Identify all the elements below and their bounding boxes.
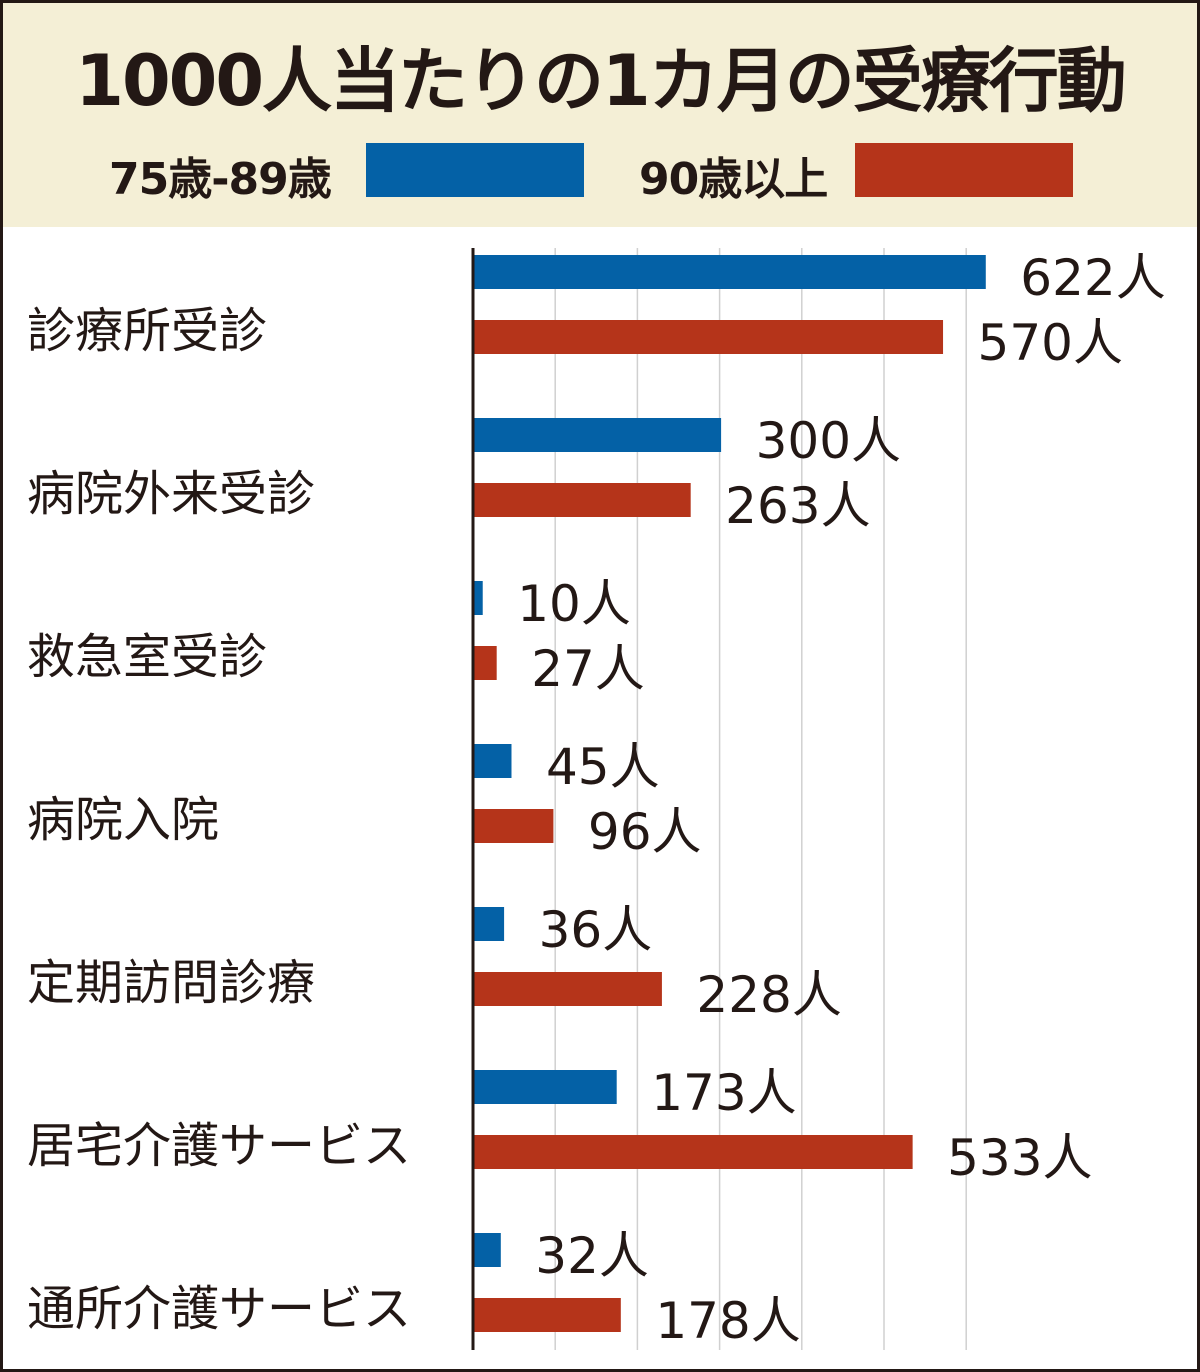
- data-label: 622人: [1020, 249, 1165, 307]
- data-label: 27人: [531, 640, 645, 698]
- category-label: 定期訪問診療: [27, 955, 316, 1011]
- bar: [474, 320, 944, 354]
- bar: [474, 483, 691, 517]
- bar: [474, 809, 554, 843]
- data-label: 178人: [655, 1292, 800, 1350]
- bar: [474, 1298, 621, 1332]
- data-label: 570人: [978, 314, 1123, 372]
- legend-label-75-89: 75歳-89歳: [109, 154, 332, 205]
- data-label: 10人: [517, 575, 631, 633]
- bar: [474, 1233, 501, 1267]
- data-label: 173人: [651, 1064, 796, 1122]
- category-label: 居宅介護サービス: [27, 1118, 412, 1174]
- chart-title: 1000人当たりの1カ月の受療行動: [75, 40, 1127, 122]
- category-label: 診療所受診: [27, 303, 268, 359]
- bar: [474, 972, 662, 1006]
- legend-swatch-90plus: [855, 143, 1073, 197]
- chart-header: 1000人当たりの1カ月の受療行動 75歳-89歳 90歳以上: [3, 3, 1197, 227]
- category-label: 通所介護サービス: [27, 1281, 412, 1337]
- bar: [474, 581, 483, 615]
- data-label: 533人: [947, 1129, 1092, 1187]
- bar: [474, 744, 512, 778]
- data-label: 228人: [696, 966, 841, 1024]
- legend-swatch-75-89: [366, 143, 584, 197]
- data-label: 263人: [725, 477, 870, 535]
- category-label: 病院入院: [27, 792, 220, 848]
- category-label: 救急室受診: [27, 629, 268, 685]
- data-label: 45人: [546, 738, 660, 796]
- bar: [474, 255, 986, 289]
- data-label: 36人: [539, 901, 653, 959]
- data-label: 300人: [756, 412, 901, 470]
- bar: [474, 1135, 913, 1169]
- bar: [474, 418, 722, 452]
- category-label: 病院外来受診: [27, 466, 316, 522]
- bar-plot: 622人 570人 300人 263人 10人 27人 45人 96人 36人 228人 173人 5…: [471, 248, 1166, 1350]
- data-label: 32人: [535, 1227, 649, 1285]
- bar: [474, 907, 505, 941]
- data-label: 96人: [588, 803, 702, 861]
- legend-label-90plus: 90歳以上: [639, 154, 828, 205]
- bar: [474, 646, 497, 680]
- bar: [474, 1070, 617, 1104]
